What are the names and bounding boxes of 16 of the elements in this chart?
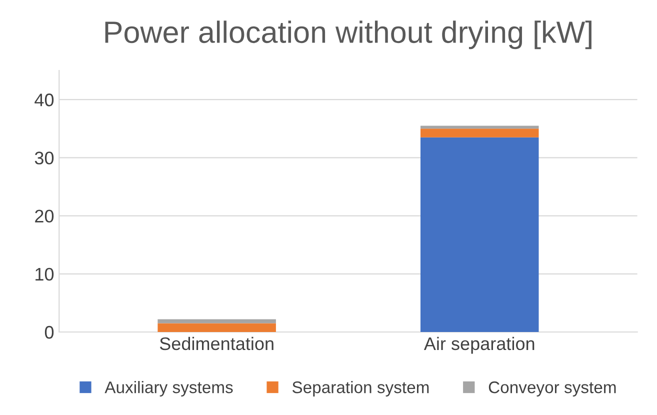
x-tick-label: Air separation xyxy=(424,336,534,354)
bar xyxy=(420,137,539,332)
legend-label: Auxiliary systems xyxy=(104,380,233,397)
legend-label: Separation system xyxy=(292,380,429,397)
legend-label: Conveyor system xyxy=(488,381,616,397)
y-tick-label: 0 xyxy=(44,326,54,339)
y-tick-label: 20 xyxy=(35,210,54,223)
y-tick-label: 10 xyxy=(36,268,54,281)
y-tick-label: 40 xyxy=(34,94,54,106)
bar xyxy=(420,128,539,138)
y-tick-label: 30 xyxy=(34,152,54,164)
chart-title: Power allocation without drying [kW] xyxy=(105,20,592,50)
bar xyxy=(420,126,539,129)
bar xyxy=(158,319,276,324)
x-tick-label: Sedimentation xyxy=(160,336,274,350)
bar xyxy=(158,323,276,332)
